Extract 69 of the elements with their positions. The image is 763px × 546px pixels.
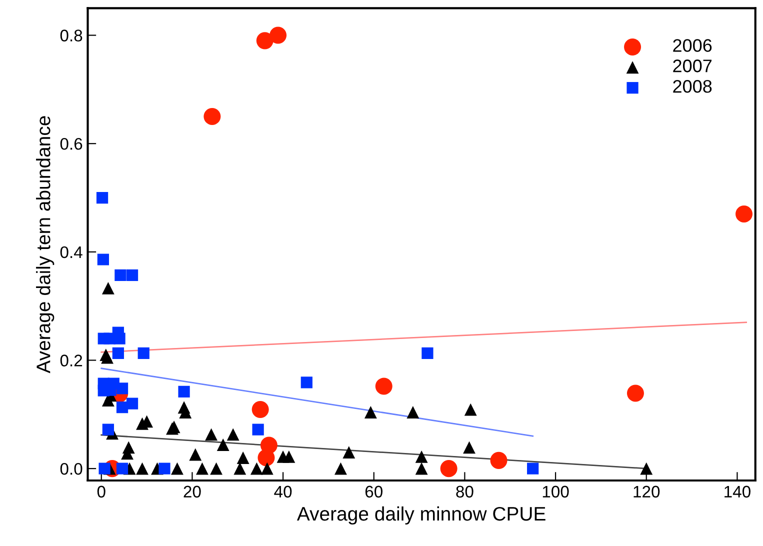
point xyxy=(250,462,263,475)
point xyxy=(216,438,230,451)
point xyxy=(626,384,644,402)
point xyxy=(102,424,114,436)
point xyxy=(300,376,312,388)
point xyxy=(116,382,128,394)
point xyxy=(527,462,539,474)
point xyxy=(406,406,420,418)
x-tick-label: 120 xyxy=(634,486,660,498)
point xyxy=(205,428,218,441)
point xyxy=(736,206,753,223)
x-tick-label: 60 xyxy=(365,486,382,498)
point xyxy=(210,462,222,475)
point xyxy=(236,452,250,464)
point xyxy=(96,192,108,204)
y-tick-label: 0.2 xyxy=(60,354,82,366)
point xyxy=(440,460,458,478)
point xyxy=(97,254,109,266)
legend-label: 2006 xyxy=(673,39,712,52)
point xyxy=(256,32,274,50)
y-axis-title: Average daily tern abundance xyxy=(36,116,54,374)
point xyxy=(260,462,274,475)
point xyxy=(136,462,148,475)
x-tick-label: 40 xyxy=(274,486,292,498)
point xyxy=(158,462,170,474)
point xyxy=(98,462,110,474)
legend-label: 2008 xyxy=(673,80,712,93)
point xyxy=(126,398,138,410)
point xyxy=(196,462,208,475)
point xyxy=(114,332,126,344)
point xyxy=(138,347,150,360)
point xyxy=(490,452,508,469)
point xyxy=(112,347,124,360)
point xyxy=(204,108,221,126)
point xyxy=(415,450,428,463)
point xyxy=(252,401,269,418)
point xyxy=(178,386,190,398)
x-tick-label: 80 xyxy=(456,486,474,498)
point xyxy=(226,428,240,441)
point xyxy=(171,462,184,475)
point xyxy=(116,462,128,474)
y-tick-label: 0.6 xyxy=(60,138,82,150)
y-tick-label: 0.8 xyxy=(60,30,82,42)
point xyxy=(270,26,287,44)
point xyxy=(258,449,275,466)
point xyxy=(252,424,264,436)
point xyxy=(422,347,434,360)
point xyxy=(126,269,138,282)
point xyxy=(375,378,392,395)
x-tick-label: 0 xyxy=(97,486,106,498)
point xyxy=(102,282,114,294)
y-tick-label: 0.0 xyxy=(60,462,82,475)
x-tick-label: 140 xyxy=(724,486,750,498)
point xyxy=(463,441,476,454)
point xyxy=(415,462,428,475)
point xyxy=(101,351,114,364)
y-tick-label: 0.4 xyxy=(60,246,82,258)
point xyxy=(342,446,356,459)
x-axis-title: Average daily minnow CPUE xyxy=(296,506,546,525)
legend-label: 2007 xyxy=(673,60,712,72)
point xyxy=(640,462,653,475)
point xyxy=(334,462,347,475)
point xyxy=(189,448,202,461)
point xyxy=(464,403,477,416)
x-tick-label: 20 xyxy=(184,486,201,498)
x-tick-label: 100 xyxy=(542,486,569,498)
point xyxy=(364,406,377,418)
point xyxy=(282,450,296,463)
point xyxy=(114,269,126,282)
